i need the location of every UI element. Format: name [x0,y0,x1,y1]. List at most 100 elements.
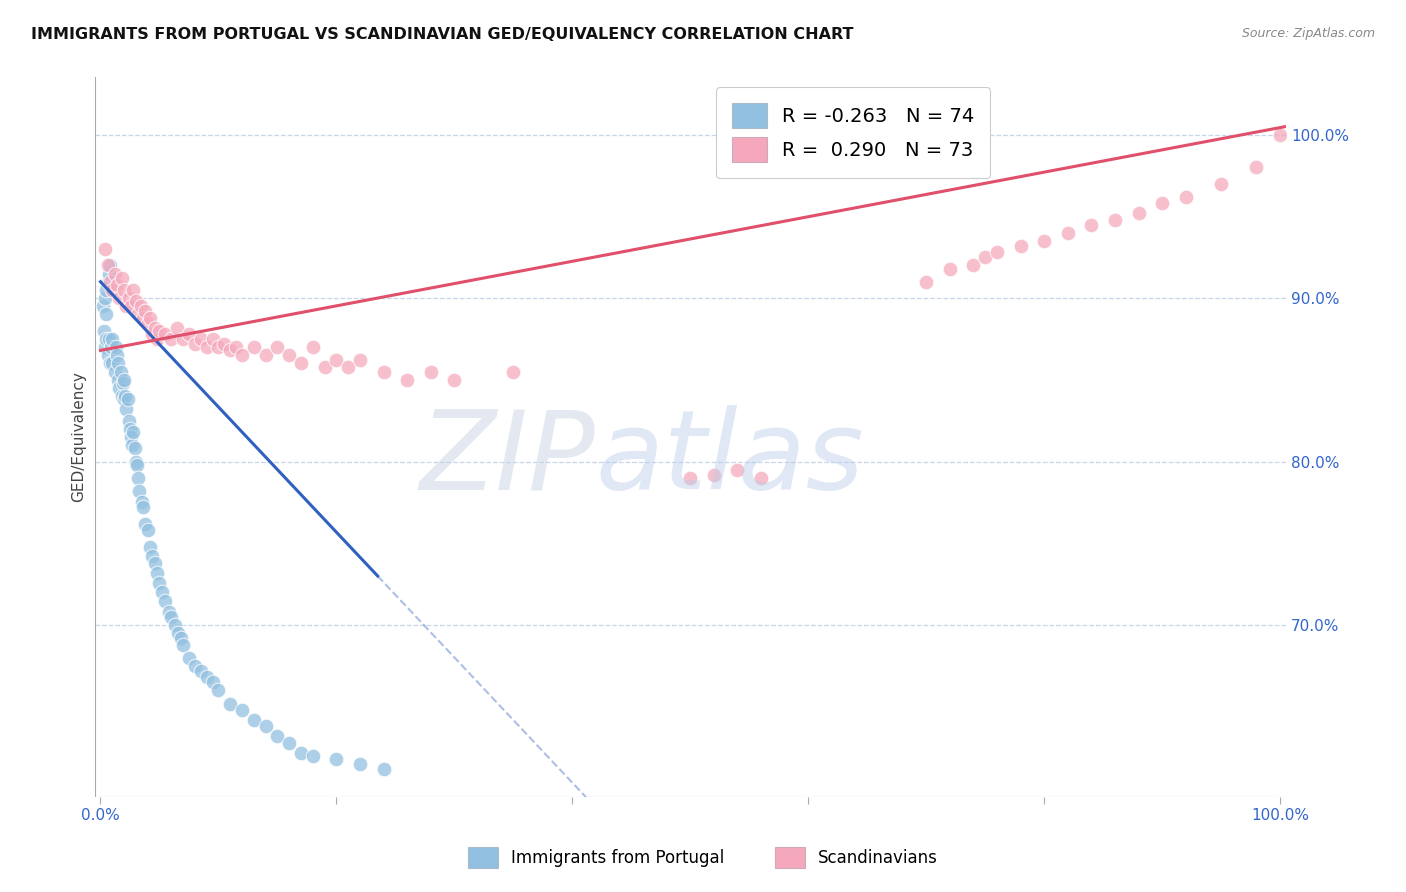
Point [96,283,118,297]
Point [118,422,141,436]
Point [150,585,173,599]
Point [112,283,135,297]
Point [112,392,135,407]
Point [962,259,984,273]
Point [122,283,145,297]
Point [136,316,159,330]
Point [349,353,371,368]
Point [112,373,135,387]
Point [1033,234,1056,248]
Point [349,756,371,771]
Point [127,308,149,322]
Point [172,638,194,652]
Point [107,373,129,387]
Point [443,373,465,387]
Point [1104,212,1126,227]
Point [141,549,163,564]
Point [219,343,242,358]
Point [110,365,132,379]
Point [703,467,725,482]
Point [502,365,524,379]
Point [114,389,136,403]
Point [160,332,183,346]
Point [139,310,162,325]
Point [1246,161,1268,175]
Point [172,332,194,346]
Point [117,392,139,407]
Point [254,719,277,733]
Point [1209,177,1232,191]
Point [143,320,166,334]
Point [96,259,118,273]
Point [97,267,120,281]
Point [207,340,229,354]
Point [96,275,118,289]
Point [290,357,312,371]
Point [96,332,118,346]
Point [107,357,129,371]
Point [214,337,236,351]
Point [98,259,121,273]
Point [727,463,749,477]
Point [225,340,247,354]
Point [201,675,224,690]
Point [124,442,146,456]
Point [1010,239,1032,253]
Legend: R = -0.263   N = 74, R =  0.290   N = 73: R = -0.263 N = 74, R = 0.290 N = 73 [717,87,990,178]
Point [141,327,163,342]
Point [157,605,180,619]
Point [104,365,127,379]
Point [278,736,301,750]
Point [184,337,207,351]
Point [1174,190,1197,204]
Point [101,357,124,371]
Point [104,267,127,281]
Point [132,310,155,325]
Point [143,556,166,570]
Point [122,425,145,439]
Point [325,353,347,368]
Point [94,340,117,354]
Text: ZIP: ZIP [419,405,595,512]
Point [121,438,143,452]
Point [146,332,169,346]
Point [160,610,183,624]
Point [101,283,124,297]
Point [1056,226,1078,240]
Point [170,631,193,645]
Point [195,670,218,684]
Point [118,414,141,428]
Point [118,291,141,305]
Point [195,340,218,354]
Point [94,242,117,256]
Point [974,250,997,264]
Point [91,299,114,313]
Point [105,278,128,293]
Point [939,261,962,276]
Point [96,308,118,322]
Point [115,402,138,417]
Point [231,348,253,362]
Point [325,752,347,766]
Point [266,340,288,354]
Point [1268,128,1291,142]
Point [278,348,301,362]
Point [125,458,148,472]
Point [190,664,212,678]
Point [190,332,212,346]
Point [1128,206,1150,220]
Point [98,275,121,289]
Point [104,340,127,354]
Point [243,340,266,354]
Point [155,327,177,342]
Point [177,327,200,342]
Text: IMMIGRANTS FROM PORTUGAL VS SCANDINAVIAN GED/EQUIVALENCY CORRELATION CHART: IMMIGRANTS FROM PORTUGAL VS SCANDINAVIAN… [31,27,853,42]
Point [749,471,772,485]
Point [125,294,148,309]
Point [166,320,188,334]
Point [146,566,169,580]
Point [337,359,360,374]
Point [97,332,120,346]
Point [373,762,395,776]
Point [207,683,229,698]
